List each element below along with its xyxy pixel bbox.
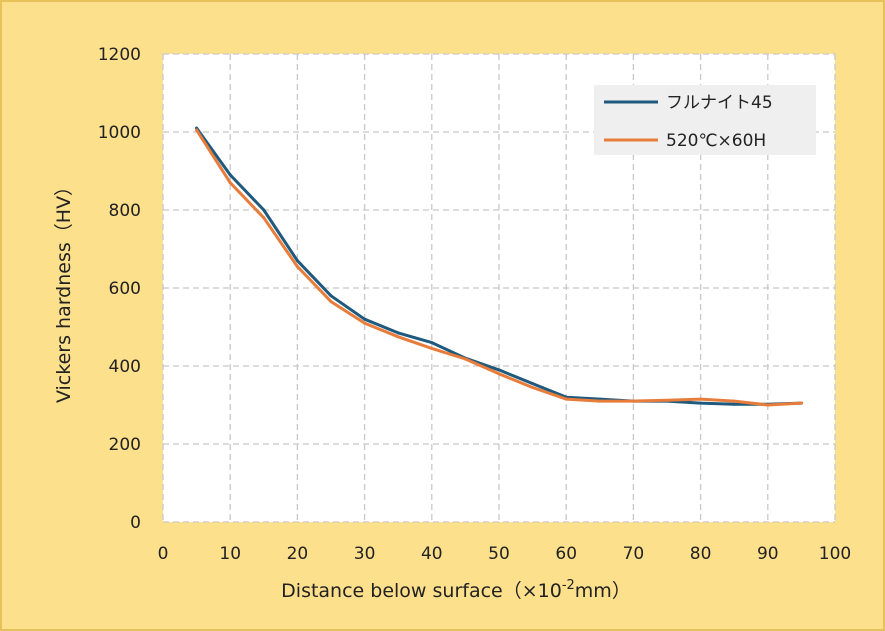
data-point [699, 397, 703, 401]
x-tick-label: 60 [555, 544, 577, 564]
data-point [329, 300, 333, 304]
data-point [329, 294, 333, 298]
data-point [531, 385, 535, 389]
x-tick-label: 80 [690, 544, 712, 564]
series-lines [195, 126, 803, 407]
x-tick-label: 50 [488, 544, 510, 564]
x-tick-label: 0 [158, 544, 169, 564]
legend-box [594, 85, 816, 155]
y-tick-label: 600 [109, 279, 141, 299]
data-point [463, 357, 467, 361]
data-point [430, 346, 434, 350]
y-tick-label: 0 [130, 513, 141, 533]
data-point [665, 398, 669, 402]
y-axis-title: Vickers hardness（HV） [53, 177, 75, 403]
data-point [228, 173, 232, 177]
x-tick-label: 30 [354, 544, 376, 564]
x-axis-title-sup: -2 [562, 578, 575, 593]
data-point [363, 317, 367, 321]
data-point [531, 382, 535, 386]
data-point [363, 321, 367, 325]
legend-label-520c-60h: 520℃×60H [666, 131, 766, 151]
x-axis-title-main: Distance below surface（×10 [281, 580, 562, 602]
data-point [396, 331, 400, 335]
x-tick-label: 90 [757, 544, 779, 564]
x-tick-label: 10 [219, 544, 241, 564]
data-point [699, 401, 703, 405]
data-point [195, 128, 199, 132]
x-tick-label: 70 [623, 544, 645, 564]
y-axis-ticks: 0 200 400 600 800 1000 1200 [98, 45, 141, 533]
data-point [228, 181, 232, 185]
x-tick-label: 40 [421, 544, 443, 564]
y-tick-label: 800 [109, 201, 141, 221]
legend: フルナイト45 520℃×60H [594, 85, 816, 155]
data-point [766, 403, 770, 407]
y-tick-label: 1000 [98, 123, 141, 143]
data-point [564, 397, 568, 401]
y-tick-label: 400 [109, 357, 141, 377]
data-point [732, 402, 736, 406]
x-axis-title-suffix: mm） [575, 580, 631, 602]
legend-label-furunaito45: フルナイト45 [666, 93, 773, 113]
data-point [262, 208, 266, 212]
data-point [430, 341, 434, 345]
data-point [497, 372, 501, 376]
x-axis-title: Distance below surface（×10-2mm） [281, 578, 631, 602]
data-point [497, 368, 501, 372]
data-point [295, 265, 299, 269]
data-point [732, 399, 736, 403]
data-point [396, 335, 400, 339]
x-tick-label: 20 [287, 544, 309, 564]
grid [162, 53, 836, 523]
y-tick-label: 1200 [98, 45, 141, 65]
y-tick-label: 200 [109, 435, 141, 455]
data-point [262, 216, 266, 220]
data-point [799, 401, 803, 405]
x-tick-label: 100 [819, 544, 851, 564]
data-point [598, 399, 602, 403]
x-axis-ticks: 0 10 20 30 40 50 60 70 80 90 100 [158, 544, 852, 564]
data-point [631, 399, 635, 403]
data-point [295, 259, 299, 263]
